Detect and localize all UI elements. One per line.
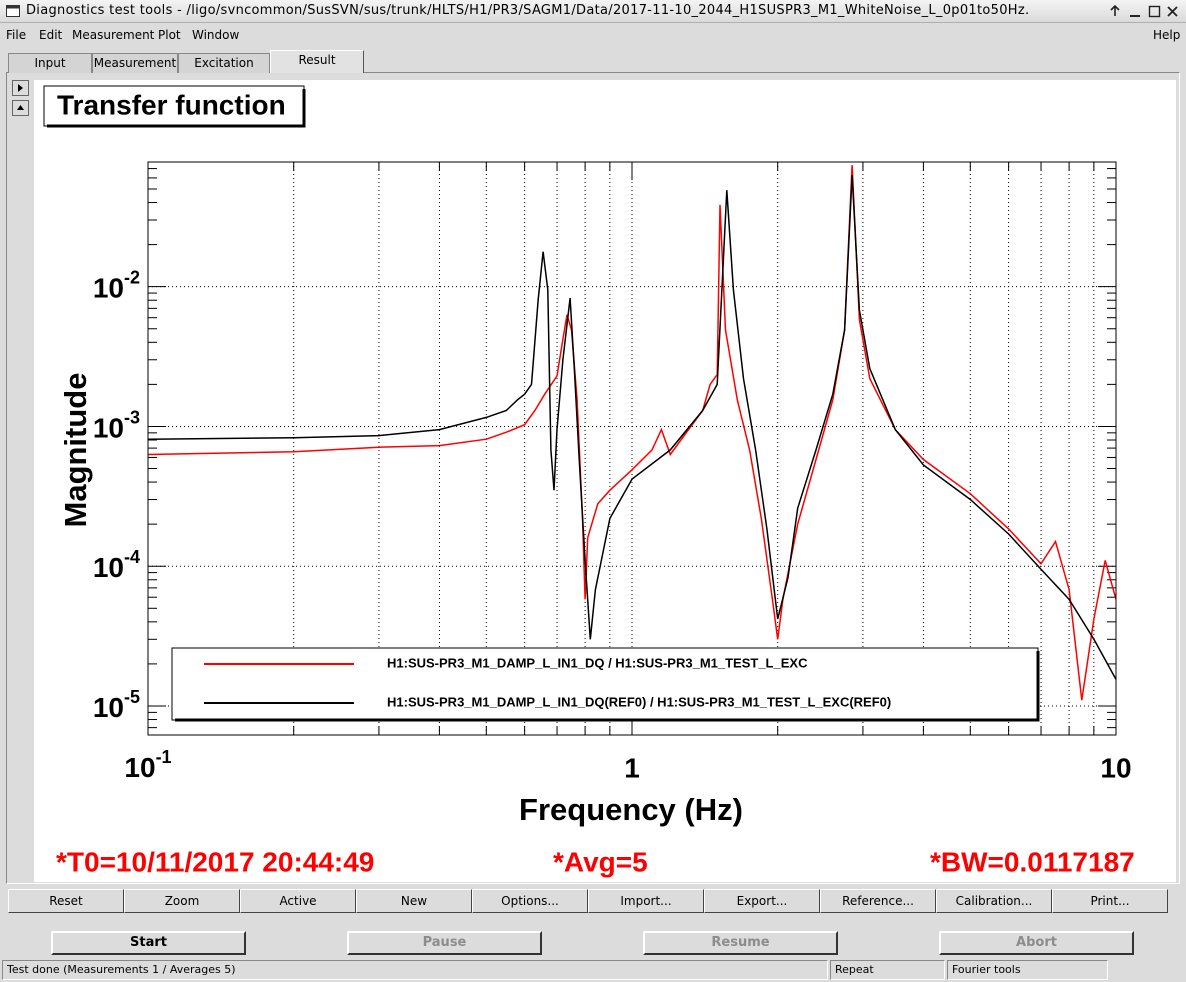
annotation: *T0=10/11/2017 20:44:49 xyxy=(56,846,374,877)
menu-item[interactable]: Edit xyxy=(39,28,63,42)
button[interactable]: New xyxy=(356,889,472,913)
button[interactable]: Export... xyxy=(704,889,820,913)
x-tick-label: 10-1 xyxy=(124,747,171,784)
button[interactable]: Import... xyxy=(588,889,704,913)
data-line xyxy=(148,174,1116,680)
menu-item[interactable]: File xyxy=(6,28,27,42)
tab[interactable]: Measurement xyxy=(92,53,178,73)
button[interactable]: Reference... xyxy=(820,889,936,913)
y-tick-label: 10-2 xyxy=(93,267,140,304)
x-tick-label: 10 xyxy=(1100,752,1131,783)
menu-item[interactable]: Help xyxy=(1153,28,1181,42)
control-button[interactable]: Abort xyxy=(939,931,1134,955)
button[interactable]: Print... xyxy=(1052,889,1168,913)
x-axis-label: Frequency (Hz) xyxy=(519,792,743,827)
chart: Transfer function Magnitude Frequency (H… xyxy=(34,80,1176,882)
y-axis-label: Magnitude xyxy=(58,373,93,528)
control-button[interactable]: Pause xyxy=(347,931,542,955)
annotation: *Avg=5 xyxy=(553,846,648,877)
control-button[interactable]: Resume xyxy=(643,931,838,955)
title-box-shadow xyxy=(47,89,306,128)
legend-label: H1:SUS-PR3_M1_DAMP_L_IN1_DQ / H1:SUS-PR3… xyxy=(387,655,808,670)
tab[interactable]: Excitation xyxy=(178,53,270,73)
y-tick-label: 10-5 xyxy=(93,687,140,724)
pad-buttons[interactable] xyxy=(12,80,30,118)
status-field: Fourier tools xyxy=(947,960,1108,980)
y-tick-label: 10-4 xyxy=(93,547,140,584)
chart-title: Transfer function xyxy=(57,89,286,120)
window-controls[interactable] xyxy=(1108,4,1182,20)
plot-frame xyxy=(147,161,1117,736)
button[interactable]: Zoom xyxy=(124,889,240,913)
button[interactable]: Options... xyxy=(472,889,588,913)
x-tick-label: 1 xyxy=(624,752,640,783)
annotation: *BW=0.0117187 xyxy=(930,846,1135,877)
menu-item[interactable]: Measurement xyxy=(72,28,155,42)
status-field: Test done (Measurements 1 / Averages 5) xyxy=(2,960,828,980)
menu-item[interactable]: Plot xyxy=(158,28,181,42)
button[interactable]: Reset xyxy=(8,889,124,913)
legend-box xyxy=(171,647,1039,721)
status-field: Repeat xyxy=(830,960,945,980)
title-bar: Diagnostics test tools - /ligo/svncommon… xyxy=(0,0,1186,23)
tab[interactable]: Result xyxy=(270,50,364,73)
window-icon xyxy=(6,5,20,17)
y-tick-label: 10-3 xyxy=(93,407,140,444)
button[interactable]: Active xyxy=(240,889,356,913)
data-line xyxy=(148,165,1116,701)
menu-item[interactable]: Window xyxy=(192,28,240,42)
result-panel xyxy=(6,72,1180,884)
legend-label: H1:SUS-PR3_M1_DAMP_L_IN1_DQ(REF0) / H1:S… xyxy=(387,694,891,709)
control-button[interactable]: Start xyxy=(51,931,246,955)
chart-canvas: Transfer function Magnitude Frequency (H… xyxy=(43,85,1135,877)
window-title: Diagnostics test tools - /ligo/svncommon… xyxy=(26,3,1030,18)
title-box xyxy=(43,85,305,127)
legend-shadow xyxy=(175,651,1040,722)
tab[interactable]: Input xyxy=(8,53,92,73)
button[interactable]: Calibration... xyxy=(936,889,1052,913)
